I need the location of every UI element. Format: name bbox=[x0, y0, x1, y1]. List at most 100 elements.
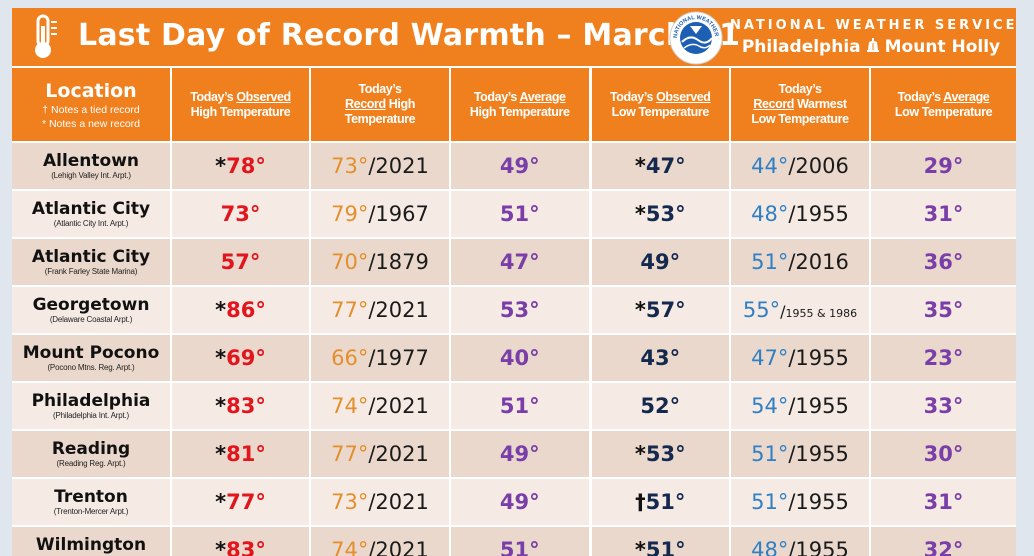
rec-high-pre: Today’s bbox=[358, 82, 402, 96]
average-low-value: 31° bbox=[923, 202, 964, 226]
rec-high-post1: High bbox=[385, 97, 416, 111]
location-cell: Georgetown (Delaware Coastal Arpt.) bbox=[12, 285, 172, 334]
observed-high-value: 69° bbox=[226, 346, 266, 370]
note-new: * Notes a new record bbox=[41, 117, 141, 130]
record-high-temp: 74° bbox=[331, 394, 369, 418]
col-average-high: Today’s Average High Temperature bbox=[450, 68, 592, 142]
record-high-temp: 73° bbox=[331, 490, 369, 514]
rec-high-post2: Temperature bbox=[344, 112, 416, 126]
record-low-cell: 54°/1955 bbox=[730, 381, 871, 430]
observed-high-cell: 73° bbox=[171, 189, 311, 238]
average-high-value: 51° bbox=[499, 394, 540, 418]
location-site: (Frank Farley State Marina) bbox=[44, 267, 138, 276]
record-high-year: /2021 bbox=[368, 298, 429, 322]
record-low-temp: 47° bbox=[751, 346, 789, 370]
record-high-year: /1967 bbox=[368, 202, 429, 226]
observed-low-value: 43° bbox=[640, 346, 681, 370]
record-mark: * bbox=[215, 442, 227, 466]
avg-low-pre: Today’s bbox=[897, 89, 944, 104]
obs-high-pre: Today’s bbox=[190, 89, 237, 104]
record-high-cell: 77°/2021 bbox=[310, 285, 451, 334]
record-high-cell: 77°/2021 bbox=[310, 429, 451, 478]
avg-high-post: High Temperature bbox=[469, 104, 570, 119]
record-low-year: /2016 bbox=[788, 250, 849, 274]
average-high-value: 49° bbox=[499, 490, 540, 514]
record-low-year: / bbox=[780, 302, 786, 321]
average-high-cell: 51° bbox=[450, 525, 592, 556]
average-low-cell: 31° bbox=[870, 189, 1016, 238]
rec-low-post1: Warmest bbox=[794, 97, 847, 111]
average-low-cell: 33° bbox=[870, 381, 1016, 430]
average-high-cell: 49° bbox=[450, 429, 592, 478]
record-mark: * bbox=[634, 154, 646, 178]
record-mark: * bbox=[634, 202, 646, 226]
record-mark: * bbox=[634, 538, 646, 556]
average-high-value: 51° bbox=[499, 202, 540, 226]
org-offices: Philadelphia Mount Holly bbox=[730, 35, 1012, 59]
observed-low-cell: 52° bbox=[590, 381, 731, 430]
table-row: Georgetown (Delaware Coastal Arpt.) *86° 77… bbox=[12, 285, 1016, 334]
observed-high-cell: *81° bbox=[171, 429, 311, 478]
observed-high-value: 73° bbox=[220, 202, 261, 226]
record-low-temp: 55° bbox=[742, 298, 781, 322]
location-name: Atlantic City bbox=[31, 247, 151, 267]
location-cell: Allentown (Lehigh Valley Int. Arpt.) bbox=[12, 141, 172, 190]
record-high-year: /1879 bbox=[368, 250, 429, 274]
record-mark: * bbox=[215, 298, 227, 322]
location-site: (Atlantic City Int. Arpt.) bbox=[53, 219, 129, 228]
record-high-cell: 74°/2021 bbox=[310, 525, 451, 556]
record-low-cell: 51°/1955 bbox=[730, 477, 871, 526]
thermometer-icon bbox=[35, 14, 57, 58]
location-site: (Trenton-Mercer Arpt.) bbox=[53, 507, 129, 516]
col-observed-low: Today’s Observed Low Temperature bbox=[590, 68, 731, 142]
record-low-cell: 51°/1955 bbox=[730, 429, 871, 478]
nws-logo: NATIONAL WEATHER SERVICE bbox=[668, 10, 723, 65]
observed-high-value: 78° bbox=[226, 154, 266, 178]
average-high-value: 53° bbox=[499, 298, 540, 322]
average-high-value: 40° bbox=[499, 346, 540, 370]
record-low-temp: 51° bbox=[751, 250, 789, 274]
location-cell: Trenton (Trenton-Mercer Arpt.) bbox=[12, 477, 172, 526]
record-warmth-graphic: Last Day of Record Warmth – March 11 NAT… bbox=[12, 8, 1016, 556]
record-high-cell: 73°/2021 bbox=[310, 477, 451, 526]
average-low-cell: 36° bbox=[870, 237, 1016, 286]
observed-low-cell: *57° bbox=[590, 285, 731, 334]
rec-high-u: Record bbox=[345, 97, 386, 111]
observed-high-value: 77° bbox=[226, 490, 266, 514]
avg-high-u: Average bbox=[519, 89, 566, 104]
record-low-year-detail: 1955 & 1986 bbox=[785, 307, 858, 320]
location-name: Allentown bbox=[42, 151, 140, 171]
observed-high-value: 57° bbox=[220, 250, 261, 274]
table-row: Atlantic City (Frank Farley State Marina)… bbox=[12, 237, 1016, 286]
location-name: Trenton bbox=[54, 487, 128, 507]
average-high-value: 49° bbox=[499, 154, 540, 178]
col-location: Location † Notes a tied record * Notes a n… bbox=[12, 68, 172, 142]
average-low-value: 29° bbox=[923, 154, 964, 178]
observed-high-cell: 57° bbox=[171, 237, 311, 286]
org-name: NATIONAL WEATHER SERVICE bbox=[730, 18, 1016, 33]
location-name: Philadelphia bbox=[31, 391, 151, 411]
record-mark: * bbox=[634, 442, 646, 466]
location-cell: Atlantic City (Frank Farley State Marina) bbox=[12, 237, 172, 286]
location-cell: Wilmington(Wilmington Arpt.) bbox=[12, 525, 172, 556]
page-title: Last Day of Record Warmth – March 11 bbox=[78, 18, 741, 53]
observed-high-cell: *78° bbox=[171, 141, 311, 190]
table-row: Atlantic City (Atlantic City Int. Arpt.) 7… bbox=[12, 189, 1016, 238]
average-low-value: 31° bbox=[923, 490, 964, 514]
record-low-year: /1955 bbox=[788, 538, 849, 556]
observed-high-cell: *77° bbox=[171, 477, 311, 526]
record-low-year: /1955 bbox=[788, 442, 849, 466]
location-site: (Delaware Coastal Arpt.) bbox=[49, 315, 133, 324]
average-low-value: 23° bbox=[923, 346, 964, 370]
observed-high-value: 86° bbox=[226, 298, 266, 322]
location-site: (Reading Reg. Arpt.) bbox=[56, 459, 126, 468]
average-low-cell: 23° bbox=[870, 333, 1016, 382]
record-high-temp: 79° bbox=[331, 202, 369, 226]
location-site: (Lehigh Valley Int. Arpt.) bbox=[51, 171, 131, 180]
observed-low-cell: 49° bbox=[590, 237, 731, 286]
record-high-cell: 73°/2021 bbox=[310, 141, 451, 190]
record-mark: * bbox=[215, 490, 227, 514]
observed-low-value: 53° bbox=[645, 202, 686, 226]
observed-low-value: 52° bbox=[640, 394, 681, 418]
location-cell: Atlantic City (Atlantic City Int. Arpt.) bbox=[12, 189, 172, 238]
